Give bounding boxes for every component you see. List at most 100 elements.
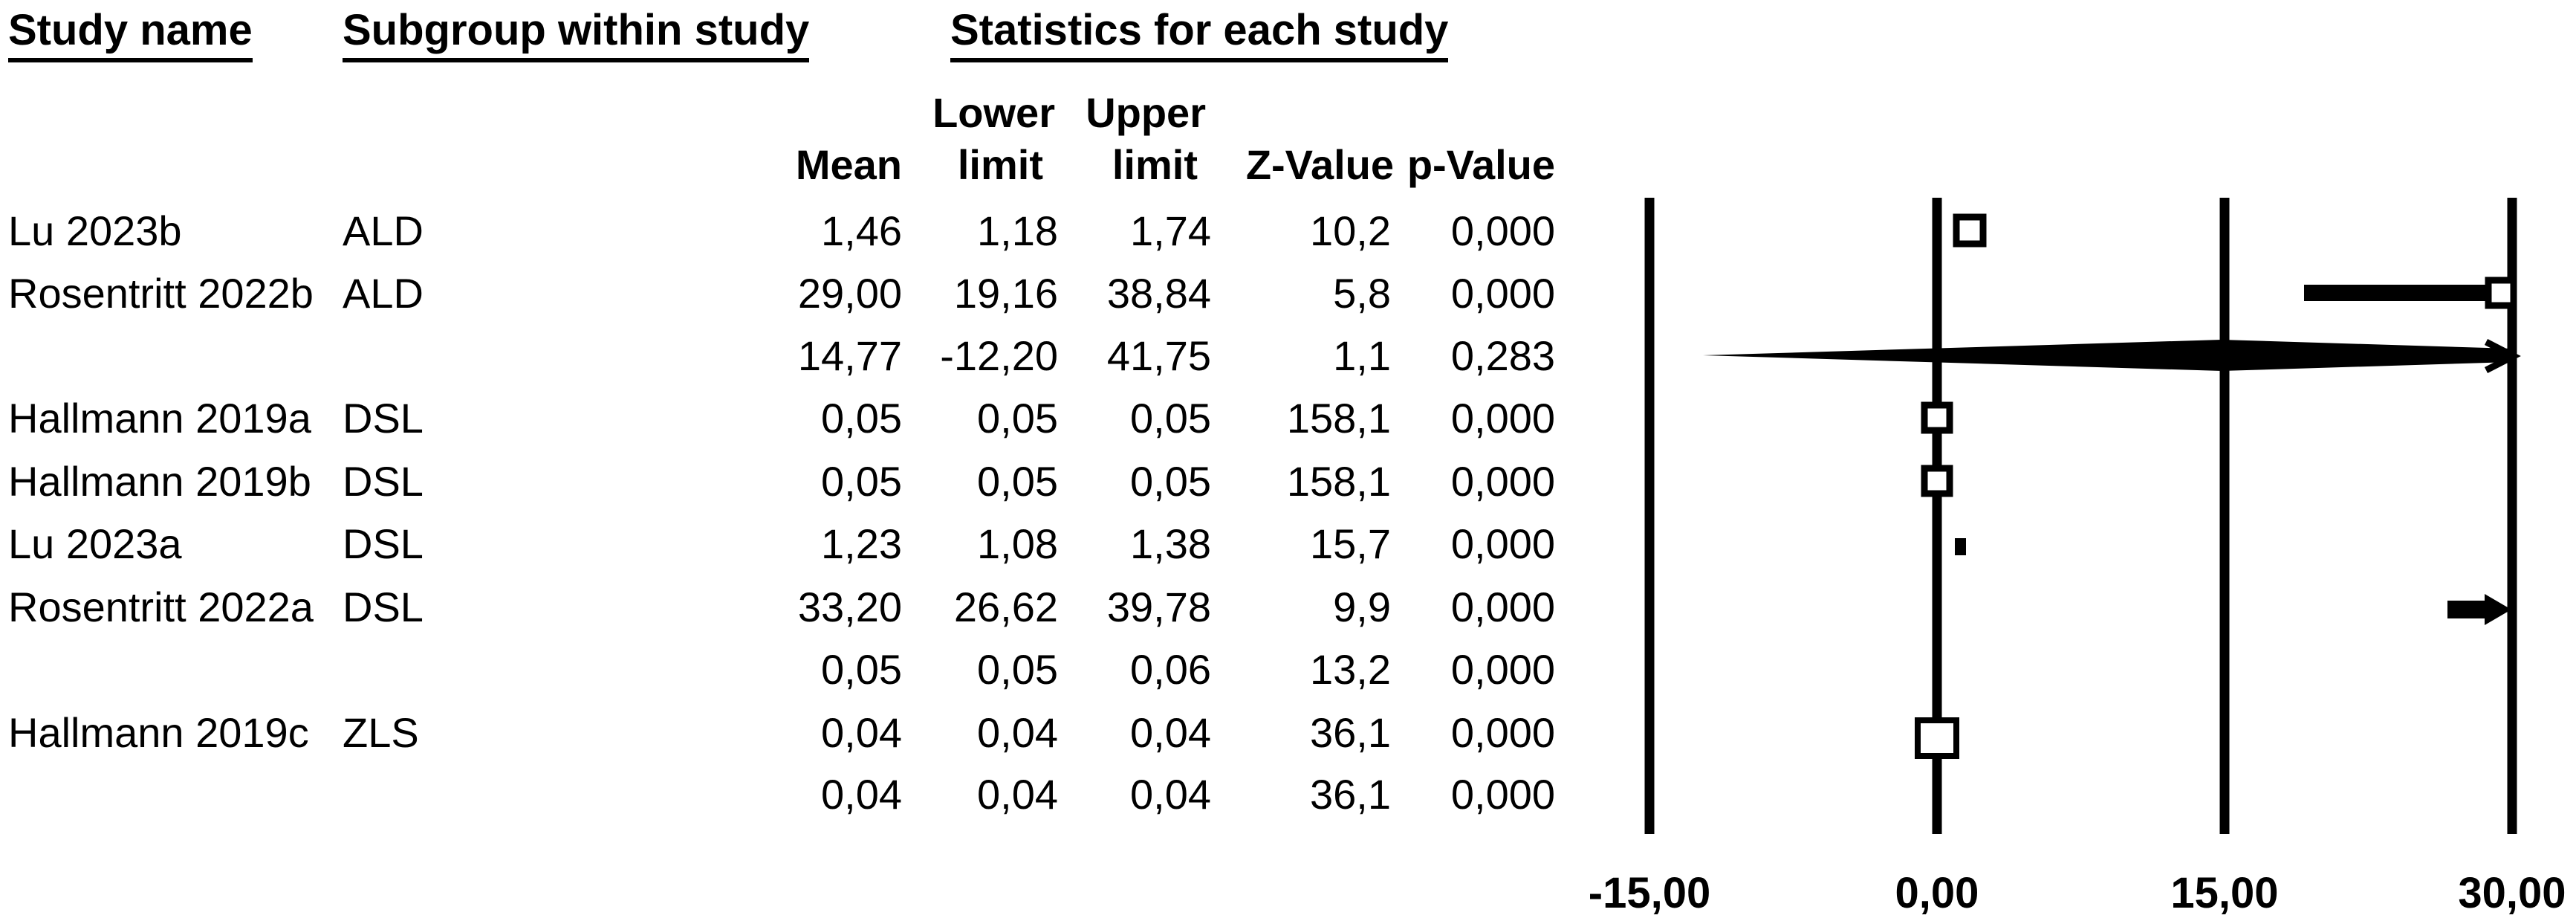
table-row: Rosentritt 2022a DSL 33,20 26,62 39,78 9… [0, 582, 1597, 633]
upper-cell: 0,04 [1130, 771, 1211, 818]
study-name-cell: Hallmann 2019b [8, 458, 311, 505]
mean-cell: 33,20 [797, 584, 902, 630]
column-header-upper: Upper [1086, 89, 1206, 136]
column-header-mean: Mean [795, 141, 902, 188]
arrow-right-ald [2484, 338, 2521, 374]
header-subgroup: Subgroup within study [343, 7, 810, 62]
lower-cell: 0,05 [977, 458, 1058, 505]
column-header-p-value: p-Value [1407, 141, 1555, 188]
z-value-cell: 15,7 [1310, 520, 1391, 567]
subgroup-cell: ZLS [343, 709, 419, 756]
z-value-cell: 9,9 [1333, 584, 1391, 630]
summary-diamond-ald [1703, 340, 2512, 371]
table-row-summary: 14,77 -12,20 41,75 1,1 0,283 [0, 331, 1597, 381]
mean-cell: 0,04 [821, 709, 902, 756]
header-statistics: Statistics for each study [950, 7, 1449, 62]
lower-cell: 19,16 [953, 270, 1058, 317]
x-tick-label-zero: 0,00 [1895, 869, 1979, 917]
lower-cell: 0,05 [977, 646, 1058, 693]
study-name-cell: Rosentritt 2022b [8, 270, 314, 317]
x-tick-label-15: 15,00 [2170, 869, 2279, 917]
upper-cell: 0,05 [1130, 458, 1211, 505]
z-value-cell: 5,8 [1333, 270, 1391, 317]
mean-cell: 0,05 [821, 458, 902, 505]
lower-cell: -12,20 [940, 332, 1058, 379]
lower-cell: 0,04 [977, 771, 1058, 818]
table-row: Hallmann 2019c ZLS 0,04 0,04 0,04 36,1 0… [0, 708, 1597, 758]
z-value-cell: 36,1 [1310, 771, 1391, 818]
ci-bar-rosentritt2022b [2304, 285, 2491, 301]
lower-cell: 26,62 [953, 584, 1058, 630]
mean-cell: 0,05 [821, 395, 902, 442]
mean-cell: 1,46 [821, 207, 902, 254]
z-value-cell: 13,2 [1310, 646, 1391, 693]
column-header-upper-limit: limit [1112, 141, 1198, 188]
marker-open-square-hallmann2019b [1921, 465, 1953, 497]
lower-cell: 0,04 [977, 709, 1058, 756]
column-header-lower-limit: limit [957, 141, 1043, 188]
study-name-cell: Hallmann 2019a [8, 395, 311, 442]
lower-cell: 0,05 [977, 395, 1058, 442]
table-row-summary: 0,05 0,05 0,06 13,2 0,000 [0, 644, 1597, 695]
subgroup-cell: ALD [343, 270, 424, 317]
upper-cell: 0,04 [1130, 709, 1211, 756]
p-value-cell: 0,000 [1450, 458, 1555, 505]
table-row: Hallmann 2019b DSL 0,05 0,05 0,05 158,1 … [0, 456, 1597, 507]
p-value-cell: 0,000 [1450, 771, 1555, 818]
p-value-cell: 0,000 [1450, 270, 1555, 317]
upper-cell: 0,05 [1130, 395, 1211, 442]
marker-small-square-lu2023a [1955, 538, 1966, 555]
z-value-cell: 36,1 [1310, 709, 1391, 756]
marker-open-square-rosentritt2022b [2485, 277, 2517, 309]
p-value-cell: 0,000 [1450, 207, 1555, 254]
mean-cell: 0,05 [821, 646, 902, 693]
table-row: Lu 2023b ALD 1,46 1,18 1,74 10,2 0,000 [0, 206, 1597, 256]
column-header-z-value: Z-Value [1245, 141, 1394, 188]
subgroup-cell: DSL [343, 520, 424, 567]
study-name-cell: Rosentritt 2022a [8, 584, 314, 630]
subgroup-cell: DSL [343, 584, 424, 630]
study-name-cell: Hallmann 2019c [8, 709, 309, 756]
mean-cell: 14,77 [797, 332, 902, 379]
z-value-cell: 1,1 [1333, 332, 1391, 379]
table-row: Hallmann 2019a DSL 0,05 0,05 0,05 158,1 … [0, 393, 1597, 444]
p-value-cell: 0,283 [1450, 332, 1555, 379]
marker-open-square-lu2023b [1953, 213, 1987, 248]
summary-diamond-dsl [1933, 660, 1941, 678]
mean-cell: 1,23 [821, 520, 902, 567]
table-row: Lu 2023a DSL 1,23 1,08 1,38 15,7 0,000 [0, 519, 1597, 569]
table-row: Rosentritt 2022b ALD 29,00 19,16 38,84 5… [0, 268, 1597, 319]
ci-bar-rosentritt2022a [2447, 601, 2489, 618]
mean-cell: 0,04 [821, 771, 902, 818]
x-tick-label-30: 30,00 [2458, 869, 2566, 917]
header-study-name: Study name [8, 7, 253, 62]
p-value-cell: 0,000 [1450, 520, 1555, 567]
z-value-cell: 158,1 [1286, 395, 1391, 442]
upper-cell: 1,74 [1130, 207, 1211, 254]
upper-cell: 0,06 [1130, 646, 1211, 693]
p-value-cell: 0,000 [1450, 584, 1555, 630]
subgroup-cell: ALD [343, 207, 424, 254]
mean-cell: 29,00 [797, 270, 902, 317]
p-value-cell: 0,000 [1450, 646, 1555, 693]
marker-open-square-hallmann2019a [1921, 401, 1953, 434]
summary-diamond-zls [1933, 785, 1941, 803]
x-tick-label-minus-15: -15,00 [1588, 869, 1711, 917]
study-name-cell: Lu 2023b [8, 207, 182, 254]
subgroup-cell: DSL [343, 395, 424, 442]
arrow-right-rosentritt2022a [2485, 594, 2511, 625]
upper-cell: 41,75 [1106, 332, 1211, 379]
upper-cell: 38,84 [1106, 270, 1211, 317]
z-value-cell: 158,1 [1286, 458, 1391, 505]
p-value-cell: 0,000 [1450, 395, 1555, 442]
subgroup-cell: DSL [343, 458, 424, 505]
marker-open-square-hallmann2019c [1915, 717, 1959, 759]
lower-cell: 1,18 [977, 207, 1058, 254]
lower-cell: 1,08 [977, 520, 1058, 567]
z-value-cell: 10,2 [1310, 207, 1391, 254]
table-row-summary: 0,04 0,04 0,04 36,1 0,000 [0, 769, 1597, 820]
column-header-lower: Lower [932, 89, 1055, 136]
upper-cell: 1,38 [1130, 520, 1211, 567]
